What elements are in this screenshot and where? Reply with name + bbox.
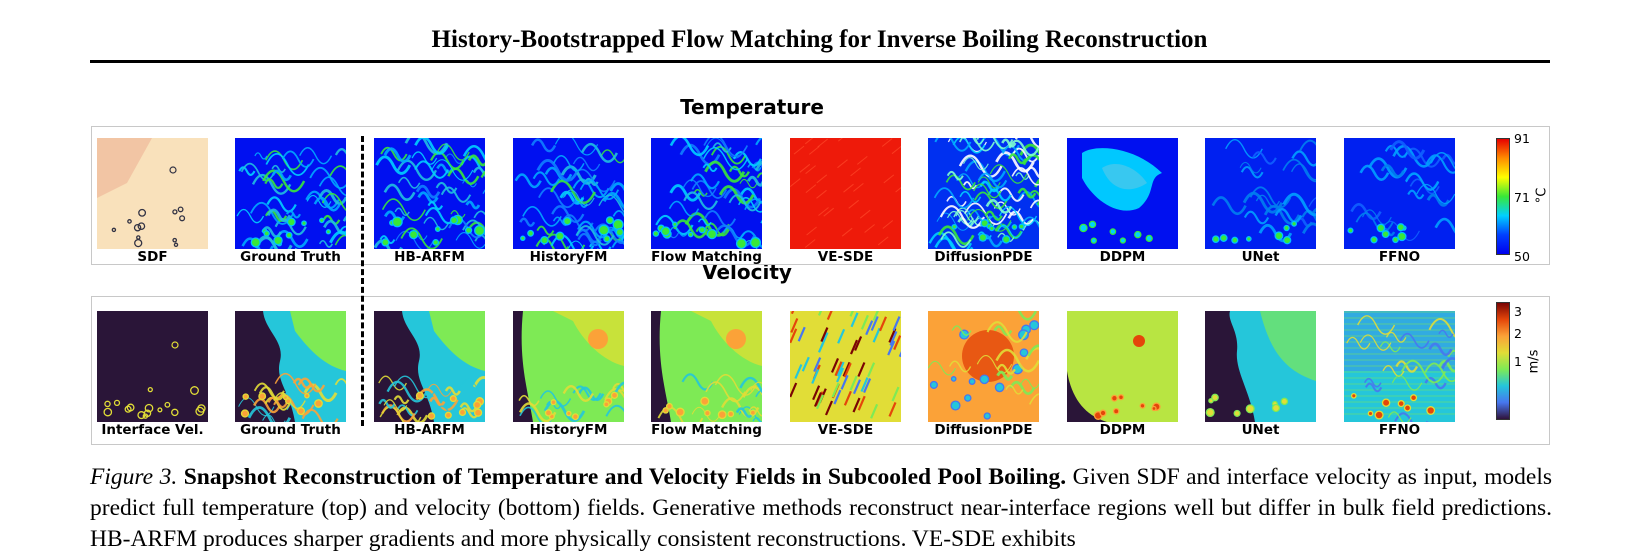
temperature-field-image (1344, 138, 1455, 249)
velocity-field-image (1067, 311, 1178, 422)
velocity-field-image (235, 311, 346, 422)
temperature-panel-ffno (1344, 138, 1455, 249)
temperature-panel-ddpm (1067, 138, 1178, 249)
figure-caption: Figure 3. Snapshot Reconstruction of Tem… (90, 462, 1552, 555)
temperature-panel-sdf (97, 138, 208, 249)
temperature-panel-label: DiffusionPDE (934, 249, 1033, 265)
velocity-panel-label: DiffusionPDE (934, 422, 1033, 438)
temperature-panel-label: FFNO (1378, 249, 1421, 265)
temperature-panel-ve-sde (790, 138, 901, 249)
temperature-panel-label: DDPM (1099, 249, 1146, 265)
velocity-panel-flow-matching (651, 311, 762, 422)
running-title: History-Bootstrapped Flow Matching for I… (431, 26, 1208, 53)
velocity-panel-label: FFNO (1378, 422, 1421, 438)
temperature-panel-hb-arfm (374, 138, 485, 249)
temperature-panel-label: HistoryFM (529, 249, 608, 265)
velocity-field-image (97, 311, 208, 422)
velocity-panel-ffno (1344, 311, 1455, 422)
temperature-field-image (790, 138, 901, 249)
temperature-panel-label: HB-ARFM (394, 249, 465, 265)
velocity-panel-ve-sde (790, 311, 901, 422)
velocity-panel-label: DDPM (1099, 422, 1146, 438)
velocity-panel-label: Flow Matching (651, 422, 762, 438)
velocity-panel-ground-truth (235, 311, 346, 422)
title-rule (90, 60, 1550, 63)
temperature-field-image (928, 138, 1039, 249)
velocity-colorbar-tick-3: 3 (1514, 304, 1522, 319)
temperature-field-image (513, 138, 624, 249)
temperature-colorbar-tick-mid: 71 (1514, 190, 1530, 205)
temperature-field-image (1067, 138, 1178, 249)
velocity-panel-label: Ground Truth (240, 422, 341, 438)
velocity-colorbar (1496, 302, 1510, 420)
temperature-colorbar-tick-min: 50 (1514, 249, 1530, 264)
temperature-panel-label: UNet (1241, 249, 1280, 265)
caption-heading: Snapshot Reconstruction of Temperature a… (183, 464, 1067, 490)
velocity-panel-label: VE-SDE (817, 422, 874, 438)
velocity-panel-hb-arfm (374, 311, 485, 422)
temperature-colorbar-tick-max: 91 (1514, 131, 1530, 146)
temperature-panel-label: VE-SDE (817, 249, 874, 265)
temperature-panel-ground-truth (235, 138, 346, 249)
velocity-field-image (928, 311, 1039, 422)
temperature-field-image (97, 138, 208, 249)
velocity-colorbar-tick-1: 1 (1514, 354, 1522, 369)
temperature-field-image (374, 138, 485, 249)
velocity-panel-ddpm (1067, 311, 1178, 422)
input-output-divider (361, 136, 364, 426)
temperature-title: Temperature (680, 95, 824, 119)
temperature-field-image (235, 138, 346, 249)
velocity-panel-label: HB-ARFM (394, 422, 465, 438)
temperature-field-image (651, 138, 762, 249)
velocity-panel-diffusionpde (928, 311, 1039, 422)
temperature-panel-label: SDF (137, 249, 168, 265)
velocity-field-image (790, 311, 901, 422)
temperature-panel-diffusionpde (928, 138, 1039, 249)
caption-figure-number: Figure 3. (90, 464, 178, 490)
velocity-colorbar-tick-2: 2 (1514, 326, 1522, 341)
velocity-field-image (1344, 311, 1455, 422)
temperature-panel-label: Flow Matching (651, 249, 762, 265)
velocity-panel-label: HistoryFM (529, 422, 608, 438)
velocity-colorbar-unit: m/s (1526, 349, 1542, 374)
velocity-panel-label: UNet (1241, 422, 1280, 438)
velocity-panel-historyfm (513, 311, 624, 422)
velocity-panel-label: Interface Vel. (101, 422, 204, 438)
velocity-field-image (374, 311, 485, 422)
temperature-panel-label: Ground Truth (240, 249, 341, 265)
velocity-field-image (651, 311, 762, 422)
temperature-colorbar (1496, 138, 1510, 255)
velocity-panel-interface-vel (97, 311, 208, 422)
temperature-panel-historyfm (513, 138, 624, 249)
temperature-panel-flow-matching (651, 138, 762, 249)
temperature-panel-unet (1205, 138, 1316, 249)
temperature-colorbar-unit: °C (1534, 187, 1550, 204)
temperature-field-image (1205, 138, 1316, 249)
velocity-field-image (513, 311, 624, 422)
velocity-field-image (1205, 311, 1316, 422)
velocity-panel-unet (1205, 311, 1316, 422)
